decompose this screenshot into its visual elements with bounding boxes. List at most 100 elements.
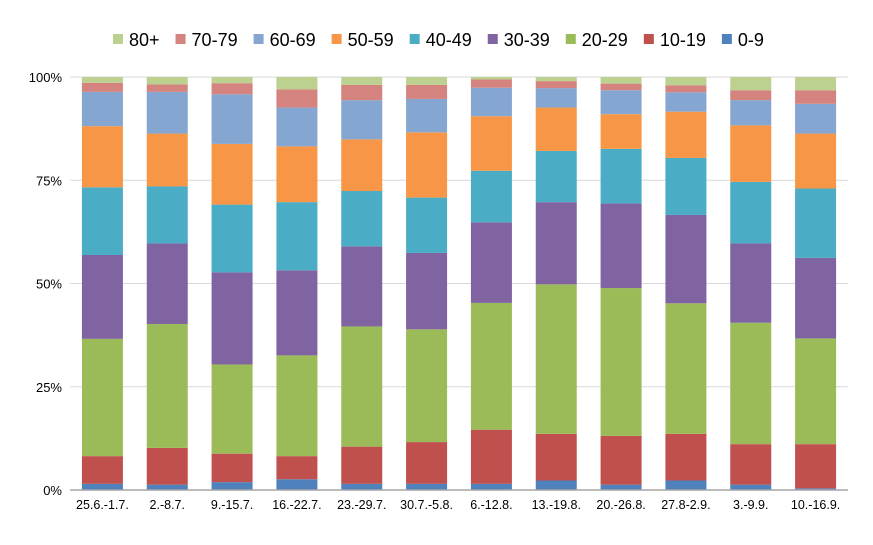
bar-segment-30-39: [470, 222, 512, 303]
bar-segment-50-59: [600, 114, 642, 149]
bar-segment-70-79: [276, 89, 318, 108]
bar-segment-80+: [470, 77, 512, 80]
gridlines: [70, 76, 848, 388]
bar-segment-10-19: [341, 446, 383, 484]
bar-segment-20-29: [730, 322, 772, 445]
bar-segment-60-69: [795, 103, 837, 134]
legend-swatch: [409, 34, 420, 44]
legend-swatch: [643, 34, 654, 44]
bar-segment-50-59: [795, 133, 837, 189]
legend-swatch: [565, 34, 576, 44]
bar-segment-0-9: [211, 482, 253, 490]
bar-segment-80+: [81, 77, 123, 83]
bar-segment-20-29: [665, 303, 707, 434]
bar-segment-70-79: [795, 90, 837, 104]
bar-segment-10-19: [600, 435, 642, 485]
bar-segment-0-9: [535, 480, 577, 490]
bar-segment-40-49: [406, 197, 448, 253]
y-tick-label: 25%: [36, 380, 62, 395]
legend-swatch: [175, 34, 186, 44]
legend-item-70-79: 70-79: [175, 30, 238, 50]
legend-swatch: [331, 34, 342, 44]
x-tick-label: 6.-12.8.: [470, 498, 512, 512]
legend-item-20-29: 20-29: [565, 30, 628, 50]
bar-segment-10-19: [406, 442, 448, 484]
bar-segment-80+: [341, 77, 383, 85]
x-tick-label: 20.-26.8.: [596, 498, 645, 512]
bar-segment-30-39: [795, 257, 837, 339]
bar-segment-10-19: [470, 429, 512, 484]
bar-segment-50-59: [341, 139, 383, 191]
legend-label: 70-79: [192, 30, 238, 50]
x-tick-label: 27.8-2.9.: [661, 498, 710, 512]
x-tick-label: 3.-9.9.: [733, 498, 768, 512]
bar-segment-60-69: [730, 100, 772, 126]
legend-label: 80+: [129, 30, 160, 50]
bar-segment-10-19: [276, 456, 318, 480]
legend-item-50-59: 50-59: [331, 30, 394, 50]
bar-segment-20-29: [211, 364, 253, 454]
legend-label: 50-59: [348, 30, 394, 50]
bar-segment-20-29: [81, 338, 123, 457]
bar-segment-50-59: [276, 146, 318, 203]
legend-label: 10-19: [660, 30, 706, 50]
legend-item-30-39: 30-39: [487, 30, 550, 50]
bar-segment-20-29: [535, 284, 577, 434]
bar-segment-80+: [211, 77, 253, 84]
bar-segment-60-69: [665, 92, 707, 112]
bar-segment-10-19: [665, 433, 707, 481]
legend-label: 40-49: [426, 30, 472, 50]
x-tick-label: 25.6.-1.7.: [76, 498, 129, 512]
bar-segment-0-9: [146, 484, 188, 490]
bar-segment-20-29: [470, 302, 512, 430]
bar-segment-30-39: [146, 243, 188, 324]
bar-segment-10-19: [535, 433, 577, 481]
legend-item-80+: 80+: [113, 30, 160, 50]
x-axis-labels: 25.6.-1.7. 2.-8.7. 9.-15.7. 16.-22.7. 23.-29…: [76, 498, 840, 512]
bar-segment-80+: [665, 77, 707, 86]
legend-swatch: [113, 34, 123, 44]
bar-segment-30-39: [665, 214, 707, 304]
bar-segment-60-69: [341, 100, 383, 140]
bar-segment-0-9: [276, 479, 318, 490]
bar-segment-70-79: [470, 79, 512, 88]
bar-segment-70-79: [406, 84, 448, 99]
bar-segment-0-9: [600, 484, 642, 490]
legend-label: 20-29: [582, 30, 628, 50]
bar-segment-60-69: [211, 94, 253, 144]
bar-segment-40-49: [146, 186, 188, 244]
bar-segment-0-9: [470, 483, 512, 490]
bar-segment-10-19: [795, 444, 837, 489]
y-tick-label: 0%: [43, 483, 62, 498]
bar-segment-40-49: [81, 187, 123, 256]
bar-segment-60-69: [276, 107, 318, 147]
bar-segment-10-19: [81, 456, 123, 484]
bar-segment-40-49: [211, 204, 253, 273]
bar-segment-80+: [406, 77, 448, 85]
legend-label: 0-9: [738, 30, 764, 50]
bar-segment-0-9: [406, 483, 448, 490]
legend-swatch: [487, 34, 498, 44]
bar-segment-60-69: [535, 88, 577, 108]
bar-segment-50-59: [470, 116, 512, 171]
bar-segment-50-59: [665, 111, 707, 158]
y-tick-label: 50%: [36, 277, 62, 292]
bar-segment-30-39: [211, 272, 253, 365]
bar-segment-70-79: [730, 90, 772, 101]
bar-segment-80+: [795, 77, 837, 91]
bar-segment-10-19: [146, 447, 188, 485]
bar-segment-60-69: [406, 98, 448, 133]
legend-swatch: [253, 34, 264, 44]
bar-segment-30-39: [730, 243, 772, 323]
y-axis-labels: 0% 25% 50% 75% 100%: [29, 70, 63, 498]
bar-segment-60-69: [146, 91, 188, 134]
bar-segment-0-9: [795, 488, 837, 490]
legend-item-0-9: 0-9: [721, 30, 764, 50]
bar-segment-70-79: [535, 81, 577, 89]
bar-segment-30-39: [600, 203, 642, 289]
legend-label: 60-69: [270, 30, 316, 50]
bar-segment-0-9: [81, 483, 123, 490]
bar-segment-50-59: [730, 125, 772, 182]
x-tick-label: 13.-19.8.: [532, 498, 581, 512]
bar-segment-30-39: [341, 246, 383, 327]
